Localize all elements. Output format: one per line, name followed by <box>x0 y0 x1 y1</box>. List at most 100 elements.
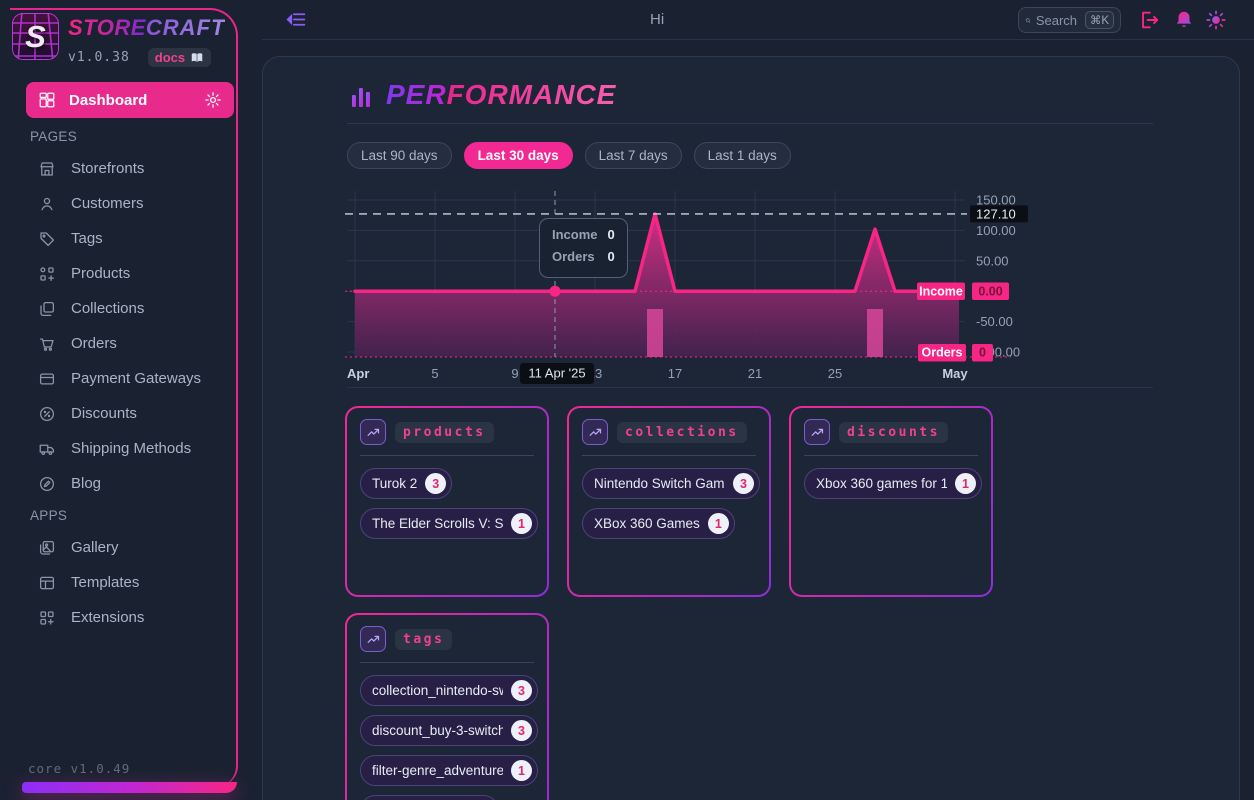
card-title: discounts <box>839 421 948 443</box>
gallery-icon <box>38 539 56 557</box>
card-header: products <box>360 419 534 456</box>
dashboard-settings-gear-icon[interactable] <box>204 91 222 109</box>
brand-title-secondary: CRAFT <box>145 15 226 40</box>
page-title-primary: PER <box>386 79 447 110</box>
sidebar-item-customers[interactable]: Customers <box>0 186 236 221</box>
svg-text:Orders: Orders <box>922 346 963 360</box>
item-label: discount_buy-3-switch <box>372 723 503 738</box>
svg-text:May: May <box>942 366 968 381</box>
card-items: Turok 2 3 The Elder Scrolls V: Sk 1 <box>360 468 538 539</box>
item-pill[interactable]: filter-genre_rpg1 <box>360 795 499 800</box>
card-header: discounts <box>804 419 978 456</box>
sidebar-item-tags[interactable]: Tags <box>0 221 236 256</box>
item-pill[interactable]: Nintendo Switch Game 3 <box>582 468 760 499</box>
logout-icon[interactable] <box>1138 9 1160 31</box>
card-header: tags <box>360 626 534 663</box>
svg-text:Apr: Apr <box>347 366 369 381</box>
performance-header: PERFORMANCE <box>349 81 616 109</box>
topbar: Hi ⌘K <box>262 0 1254 40</box>
card-tags: tags collection_nintendo-sw 3 discount_buy-… <box>345 613 549 800</box>
dashboard-label: Dashboard <box>69 91 148 109</box>
card-products: products Turok 2 3 The Elder Scrolls V: Sk 1 <box>345 406 549 597</box>
sidebar-item-label: Customers <box>71 195 144 212</box>
item-pill[interactable]: The Elder Scrolls V: Sk 1 <box>360 508 538 539</box>
storecraft-logo-icon[interactable]: S <box>12 13 59 60</box>
sidebar-item-label: Discounts <box>71 405 137 422</box>
card-title: tags <box>395 628 453 650</box>
item-pill[interactable]: collection_nintendo-sw 3 <box>360 675 538 706</box>
search-shortcut-badge: ⌘K <box>1084 11 1114 29</box>
extensions-icon <box>38 609 56 627</box>
products-icon <box>38 265 56 283</box>
sidebar-item-orders[interactable]: Orders <box>0 326 236 361</box>
time-range-filters: Last 90 days Last 30 days Last 7 days Last … <box>347 142 791 169</box>
item-pill[interactable]: Turok 2 3 <box>360 468 453 499</box>
docs-link[interactable]: docs <box>147 48 212 67</box>
sidebar-item-label: Storefronts <box>71 160 145 177</box>
sidebar-item-label: Shipping Methods <box>71 440 192 457</box>
performance-chart-area[interactable]: Income 0 Orders 0 150.00 100.00 50.00 0.00 -50.… <box>331 186 1161 398</box>
book-icon <box>191 52 203 62</box>
brand-title: STORECRAFT <box>68 15 225 41</box>
item-pill[interactable]: filter-genre_adventure 1 <box>360 755 538 786</box>
item-count-badge: 3 <box>511 720 532 741</box>
sidebar-item-gallery[interactable]: Gallery <box>0 530 236 565</box>
svg-text:50.00: 50.00 <box>976 253 1009 268</box>
header-divider <box>347 123 1153 124</box>
svg-text:Income: Income <box>919 285 963 299</box>
notifications-bell-icon[interactable] <box>1173 9 1195 31</box>
range-button-last-90-days[interactable]: Last 90 days <box>347 142 452 169</box>
sidebar-item-payment-gateways[interactable]: Payment Gateways <box>0 361 236 396</box>
sidebar-item-label: Gallery <box>71 539 119 556</box>
main-panel: PERFORMANCE Last 90 days Last 30 days Last… <box>262 56 1240 800</box>
sidebar-collapse-icon[interactable] <box>286 9 307 30</box>
payment-card-icon <box>38 370 56 388</box>
svg-text:127.10: 127.10 <box>976 206 1016 221</box>
sidebar-gradient-bottom-bar <box>22 782 237 793</box>
templates-icon <box>38 574 56 592</box>
collections-icon <box>38 300 56 318</box>
svg-text:11 Apr '25: 11 Apr '25 <box>528 366 585 381</box>
sidebar-item-shipping-methods[interactable]: Shipping Methods <box>0 431 236 466</box>
item-label: XBox 360 Games <box>594 516 700 531</box>
range-button-last-30-days[interactable]: Last 30 days <box>463 142 573 169</box>
item-label: filter-genre_adventure <box>372 763 503 778</box>
sidebar-item-dashboard[interactable]: Dashboard <box>26 82 234 118</box>
trend-up-icon <box>360 419 386 445</box>
page-title: PERFORMANCE <box>386 81 616 109</box>
sidebar-item-storefronts[interactable]: Storefronts <box>0 151 236 186</box>
svg-text:9: 9 <box>511 366 518 381</box>
range-button-last-1-days[interactable]: Last 1 days <box>693 142 791 169</box>
item-pill[interactable]: Xbox 360 games for 10 1 <box>804 468 982 499</box>
theme-sun-icon[interactable] <box>1205 9 1227 31</box>
tooltip-row: Income 0 <box>552 227 615 242</box>
search-box[interactable]: ⌘K <box>1018 7 1121 33</box>
item-label: Xbox 360 games for 10 <box>816 476 947 491</box>
sidebar-nav: PAGES Storefronts Customers Tags Products Col… <box>0 122 236 635</box>
svg-text:-50.00: -50.00 <box>976 314 1013 329</box>
search-input[interactable] <box>1035 12 1080 28</box>
tooltip-value: 0 <box>607 227 615 242</box>
item-count-badge: 1 <box>511 760 532 781</box>
sidebar-item-label: Products <box>71 265 131 282</box>
card-title: collections <box>617 421 747 443</box>
item-count-badge: 3 <box>425 473 447 494</box>
range-button-last-7-days[interactable]: Last 7 days <box>584 142 682 169</box>
tooltip-value: 0 <box>607 249 615 264</box>
sidebar-item-collections[interactable]: Collections <box>0 291 236 326</box>
discount-icon <box>38 405 56 423</box>
item-pill[interactable]: discount_buy-3-switch 3 <box>360 715 538 746</box>
page-title-secondary: FORMANCE <box>446 79 617 110</box>
sidebar-item-products[interactable]: Products <box>0 256 236 291</box>
svg-text:25: 25 <box>828 366 842 381</box>
item-count-badge: 3 <box>511 680 532 701</box>
sidebar-item-extensions[interactable]: Extensions <box>0 600 236 635</box>
item-pill[interactable]: XBox 360 Games 1 <box>582 508 735 539</box>
tooltip-row: Orders 0 <box>552 249 615 264</box>
docs-label: docs <box>154 50 186 65</box>
search-icon <box>1025 17 1031 23</box>
sidebar-item-templates[interactable]: Templates <box>0 565 236 600</box>
sidebar-item-blog[interactable]: Blog <box>0 466 236 501</box>
sidebar-item-label: Tags <box>71 230 103 247</box>
sidebar-item-discounts[interactable]: Discounts <box>0 396 236 431</box>
